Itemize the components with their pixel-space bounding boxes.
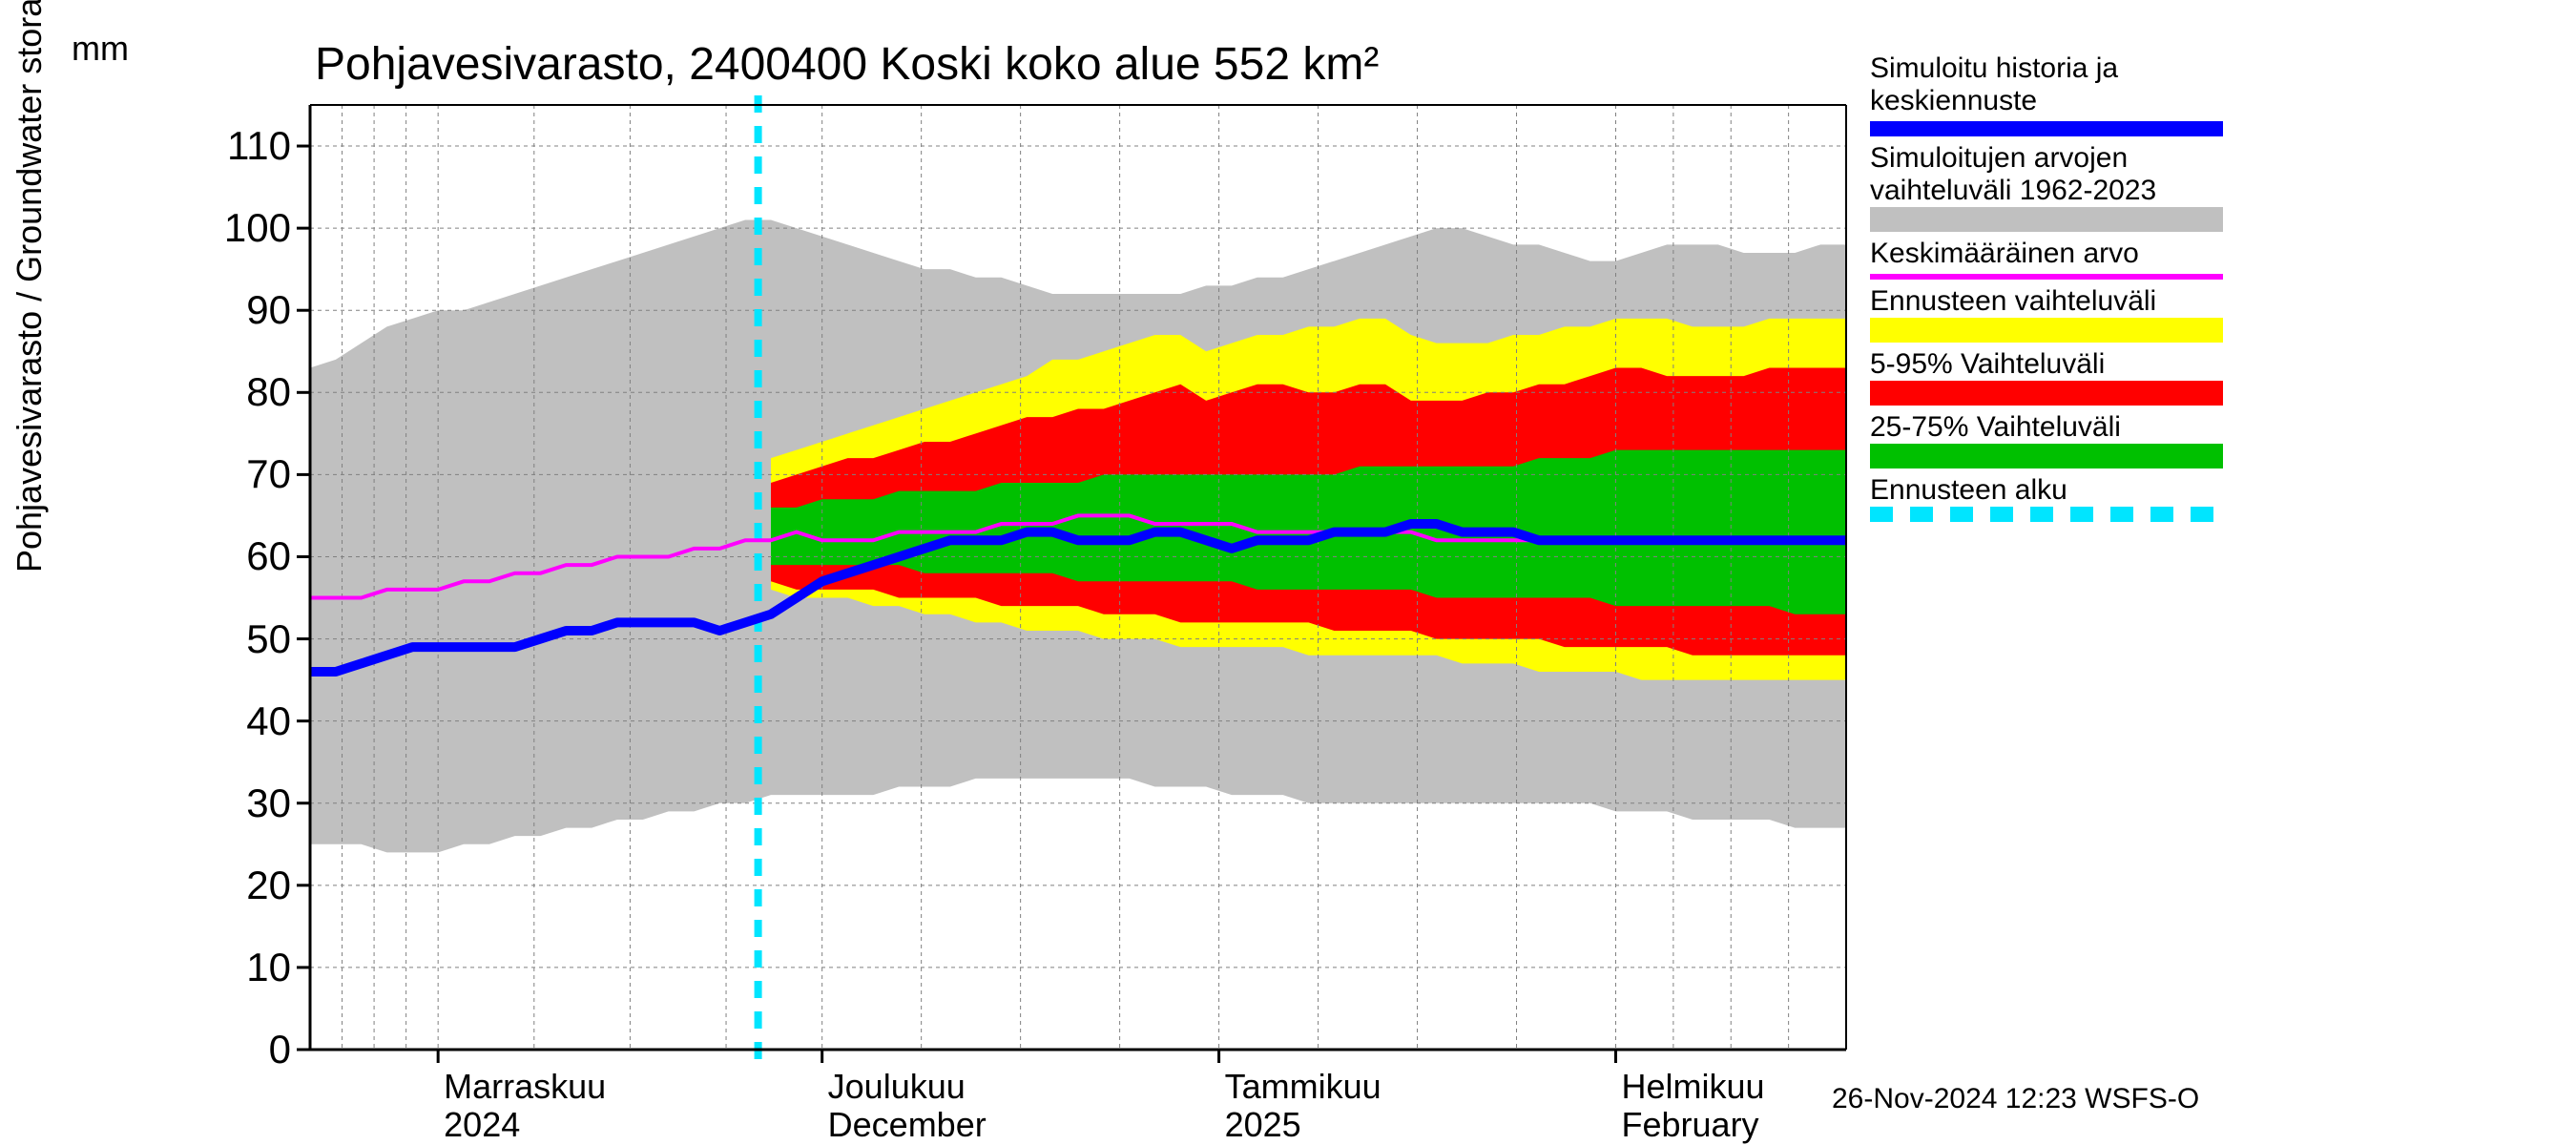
- legend-swatch: [1870, 121, 2223, 136]
- legend-label: Ennusteen vaihteluväli: [1870, 285, 2223, 318]
- x-month-label-top: Marraskuu: [444, 1067, 606, 1107]
- legend-swatch: [1870, 444, 2223, 468]
- plot-area: [310, 105, 1846, 1050]
- x-month-label-bottom: December: [828, 1105, 987, 1145]
- legend-item: 25-75% Vaihteluväli: [1870, 411, 2223, 468]
- legend-item: Simuloitu historia jakeskiennuste: [1870, 52, 2223, 136]
- legend-label: Simuloitu historia ja: [1870, 52, 2223, 85]
- chart-footer: 26-Nov-2024 12:23 WSFS-O: [1832, 1083, 2199, 1115]
- legend: Simuloitu historia jakeskiennusteSimuloi…: [1870, 52, 2223, 528]
- y-tick-label: 30: [205, 781, 291, 826]
- legend-label: 25-75% Vaihteluväli: [1870, 411, 2223, 444]
- legend-swatch: [1870, 507, 2223, 522]
- legend-label: 5-95% Vaihteluväli: [1870, 348, 2223, 381]
- legend-label: Simuloitujen arvojen: [1870, 142, 2223, 175]
- x-month-label-top: Helmikuu: [1622, 1067, 1765, 1107]
- x-month-label-top: Joulukuu: [828, 1067, 966, 1107]
- legend-item: 5-95% Vaihteluväli: [1870, 348, 2223, 406]
- legend-swatch: [1870, 318, 2223, 343]
- legend-swatch: [1870, 207, 2223, 232]
- plot-svg: [310, 105, 1846, 1050]
- chart-container: Pohjavesivarasto / Groundwater storage m…: [0, 0, 2576, 1145]
- x-month-label-bottom: 2025: [1225, 1105, 1301, 1145]
- legend-label: keskiennuste: [1870, 85, 2223, 117]
- y-tick-label: 60: [205, 533, 291, 579]
- y-tick-label: 40: [205, 698, 291, 744]
- y-tick-label: 70: [205, 451, 291, 497]
- y-axis-label: Pohjavesivarasto / Groundwater storage: [10, 0, 50, 572]
- y-axis-label-text: Pohjavesivarasto / Groundwater storage: [10, 0, 49, 572]
- y-tick-label: 50: [205, 616, 291, 662]
- y-tick-label: 80: [205, 369, 291, 415]
- chart-title: Pohjavesivarasto, 2400400 Koski koko alu…: [315, 38, 1379, 91]
- x-month-label-bottom: 2024: [444, 1105, 520, 1145]
- y-axis-unit: mm: [72, 29, 129, 69]
- legend-swatch: [1870, 381, 2223, 406]
- legend-item: Keskimääräinen arvo: [1870, 238, 2223, 280]
- legend-item: Ennusteen alku: [1870, 474, 2223, 522]
- legend-label: Keskimääräinen arvo: [1870, 238, 2223, 270]
- y-tick-label: 110: [205, 123, 291, 169]
- y-tick-label: 20: [205, 863, 291, 908]
- legend-label: Ennusteen alku: [1870, 474, 2223, 507]
- legend-item: Simuloitujen arvojenvaihteluväli 1962-20…: [1870, 142, 2223, 232]
- y-tick-label: 90: [205, 287, 291, 333]
- y-tick-label: 0: [205, 1027, 291, 1072]
- legend-item: Ennusteen vaihteluväli: [1870, 285, 2223, 343]
- x-month-label-bottom: February: [1622, 1105, 1759, 1145]
- x-month-label-top: Tammikuu: [1225, 1067, 1381, 1107]
- legend-swatch: [1870, 274, 2223, 280]
- y-tick-label: 100: [205, 205, 291, 251]
- y-tick-label: 10: [205, 945, 291, 990]
- legend-label: vaihteluväli 1962-2023: [1870, 175, 2223, 207]
